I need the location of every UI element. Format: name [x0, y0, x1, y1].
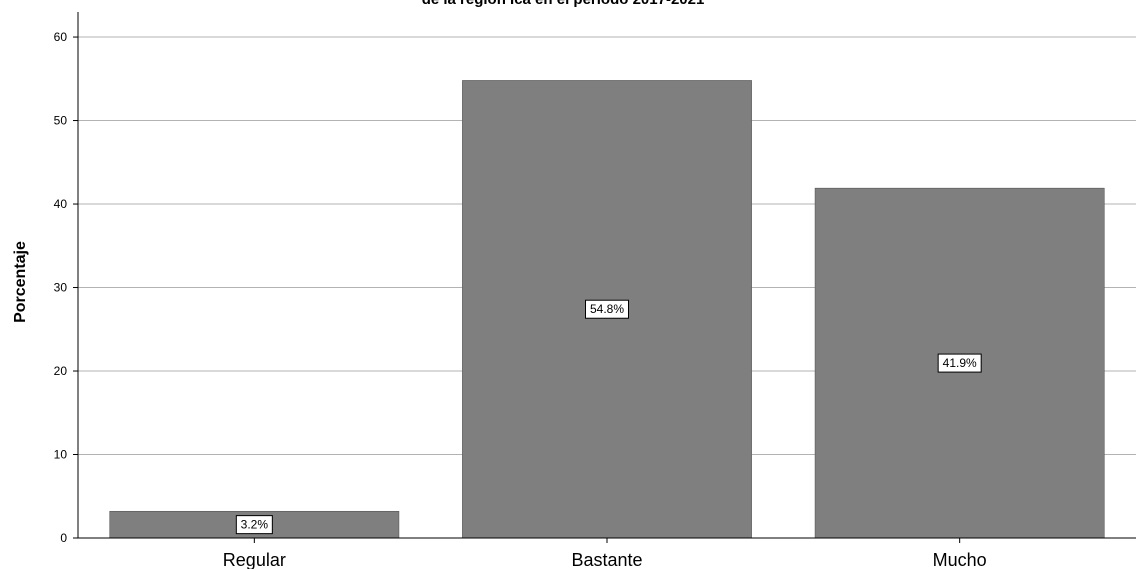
- x-categories: Regular Bastante Mucho: [223, 538, 987, 569]
- x-category-label: Regular: [223, 550, 286, 569]
- y-tick-label: 60: [54, 30, 68, 44]
- y-tick-label: 20: [54, 364, 68, 378]
- y-ticks: 0 10 20 30 40 50 60: [54, 30, 78, 545]
- y-tick-label: 40: [54, 197, 68, 211]
- data-label-box: [937, 353, 982, 373]
- y-tick-label: 50: [54, 114, 68, 128]
- data-label: 41.9%: [943, 356, 977, 370]
- data-labels: 3.2% 54.8% 41.9%: [235, 299, 982, 535]
- y-tick-label: 0: [60, 531, 67, 545]
- y-tick-label: 10: [54, 448, 68, 462]
- x-category-label: Bastante: [571, 550, 642, 569]
- data-label: 54.8%: [590, 302, 624, 316]
- data-label-box: [235, 515, 273, 535]
- y-tick-label: 30: [54, 281, 68, 295]
- y-axis-label: Porcentaje: [12, 241, 29, 323]
- chart-title: de la región Ica en el periodo 2017-2021: [422, 0, 705, 8]
- data-label-box: [585, 299, 629, 319]
- data-label: 3.2%: [241, 518, 269, 532]
- x-category-label: Mucho: [933, 550, 987, 569]
